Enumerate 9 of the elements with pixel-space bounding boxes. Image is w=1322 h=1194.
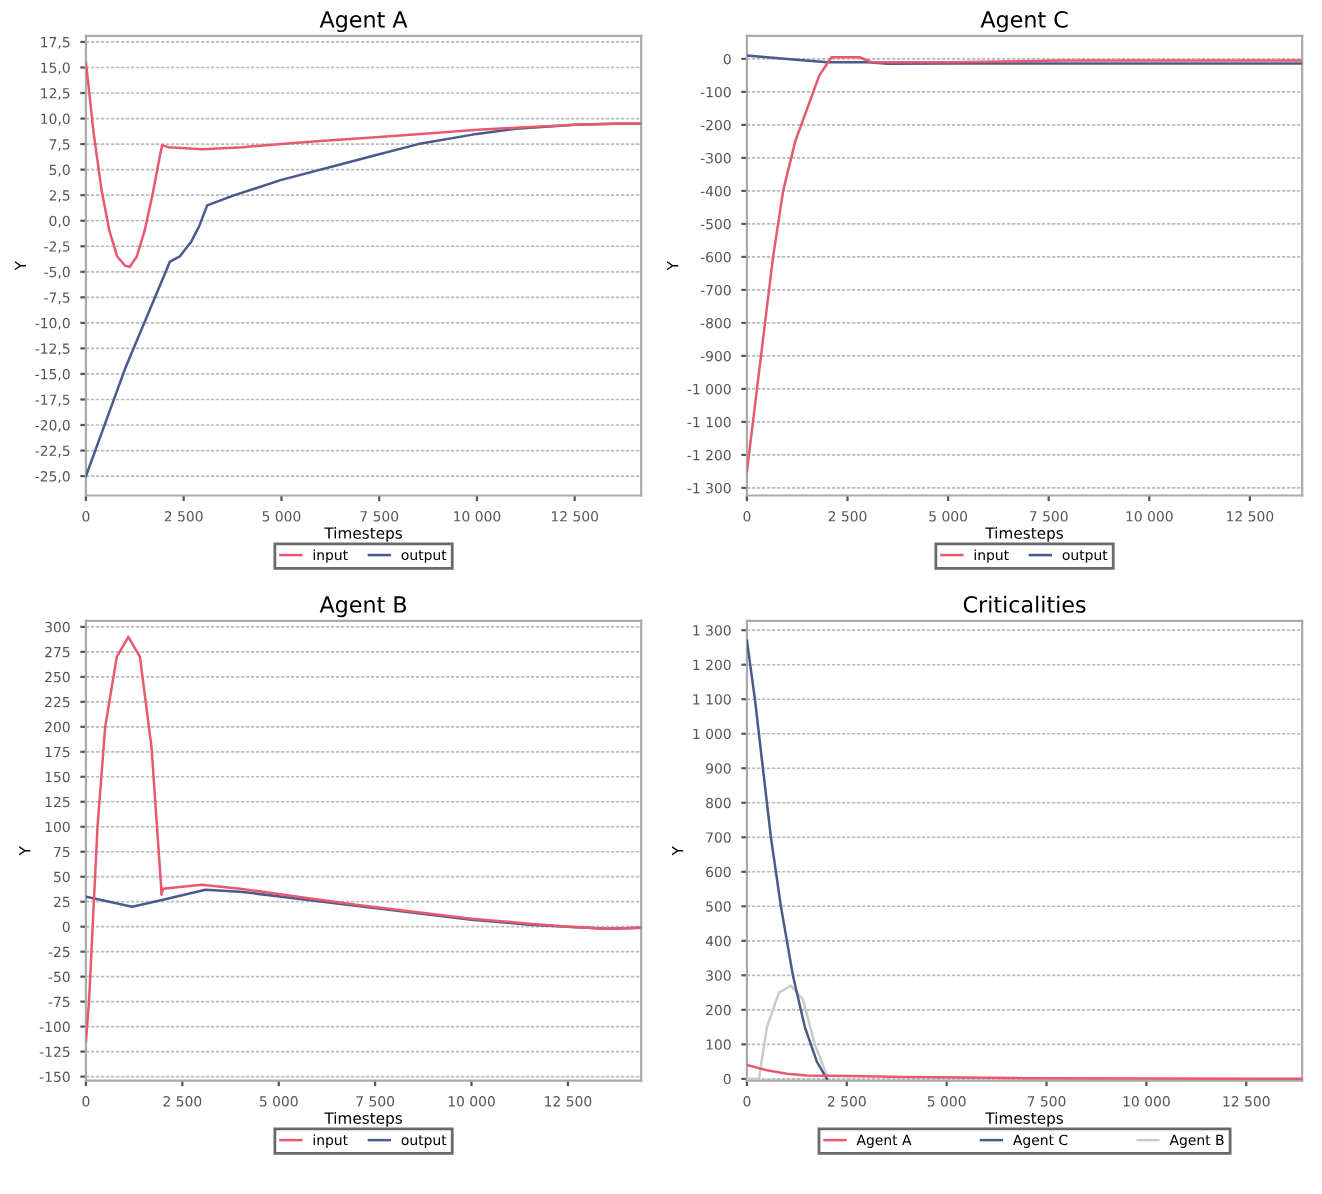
line-series	[746, 56, 1303, 473]
line-series	[746, 984, 829, 1081]
chart-title: Agent A	[319, 11, 408, 33]
chart-title: Criticalities	[963, 595, 1086, 613]
chart-title: Agent C	[980, 10, 1068, 33]
line-series	[85, 635, 642, 1043]
chart-title: Agent B	[319, 596, 407, 618]
line-series	[746, 639, 829, 1081]
line-series	[85, 61, 642, 268]
